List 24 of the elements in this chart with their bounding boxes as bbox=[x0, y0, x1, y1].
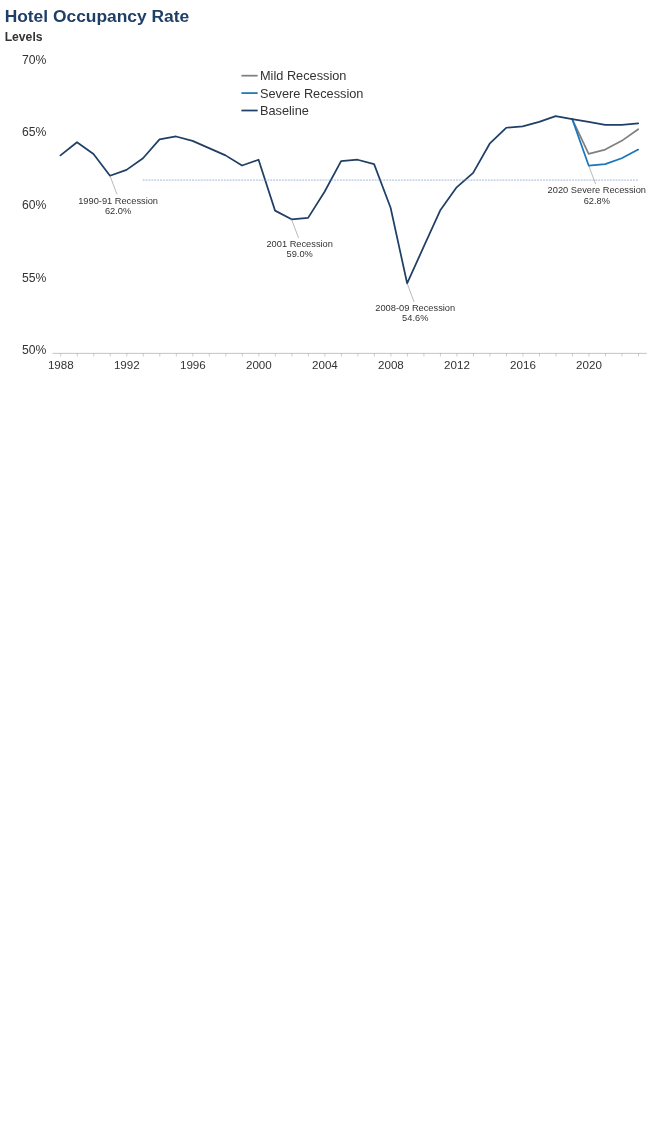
x-tick-label: 2008 bbox=[378, 357, 404, 371]
legend-label: Severe Recession bbox=[259, 85, 364, 101]
x-tick-label: 2020 bbox=[576, 357, 602, 371]
annotation: 2020 Severe Recession 62.8% bbox=[547, 185, 646, 206]
x-tick-label: 1988 bbox=[47, 357, 74, 371]
y-tick-label: 65% bbox=[22, 125, 47, 140]
legend-label: Baseline bbox=[259, 102, 309, 118]
y-tick-label: 70% bbox=[22, 52, 47, 67]
y-tick-label: 50% bbox=[22, 343, 47, 358]
x-tick-label: 1992 bbox=[113, 357, 140, 371]
x-tick-label: 2004 bbox=[311, 357, 339, 371]
annotation: 2001 Recession 59.0% bbox=[266, 239, 333, 260]
annotation: 2008-09 Recession 54.6% bbox=[375, 303, 456, 324]
y-tick-label: 55% bbox=[22, 270, 47, 285]
legend-label: Mild Recession bbox=[259, 68, 347, 84]
chart-subtitle: Levels bbox=[4, 29, 43, 44]
chart-title: Hotel Occupancy Rate bbox=[4, 6, 190, 27]
y-tick-label: 60% bbox=[22, 198, 47, 213]
x-tick-label: 1996 bbox=[179, 357, 206, 371]
x-tick-label: 2000 bbox=[245, 357, 272, 371]
annotation: 1990-91 Recession 62.0% bbox=[78, 195, 159, 216]
x-tick-label: 2012 bbox=[444, 357, 470, 371]
line-series bbox=[571, 118, 640, 167]
x-tick-label: 2016 bbox=[510, 357, 536, 371]
